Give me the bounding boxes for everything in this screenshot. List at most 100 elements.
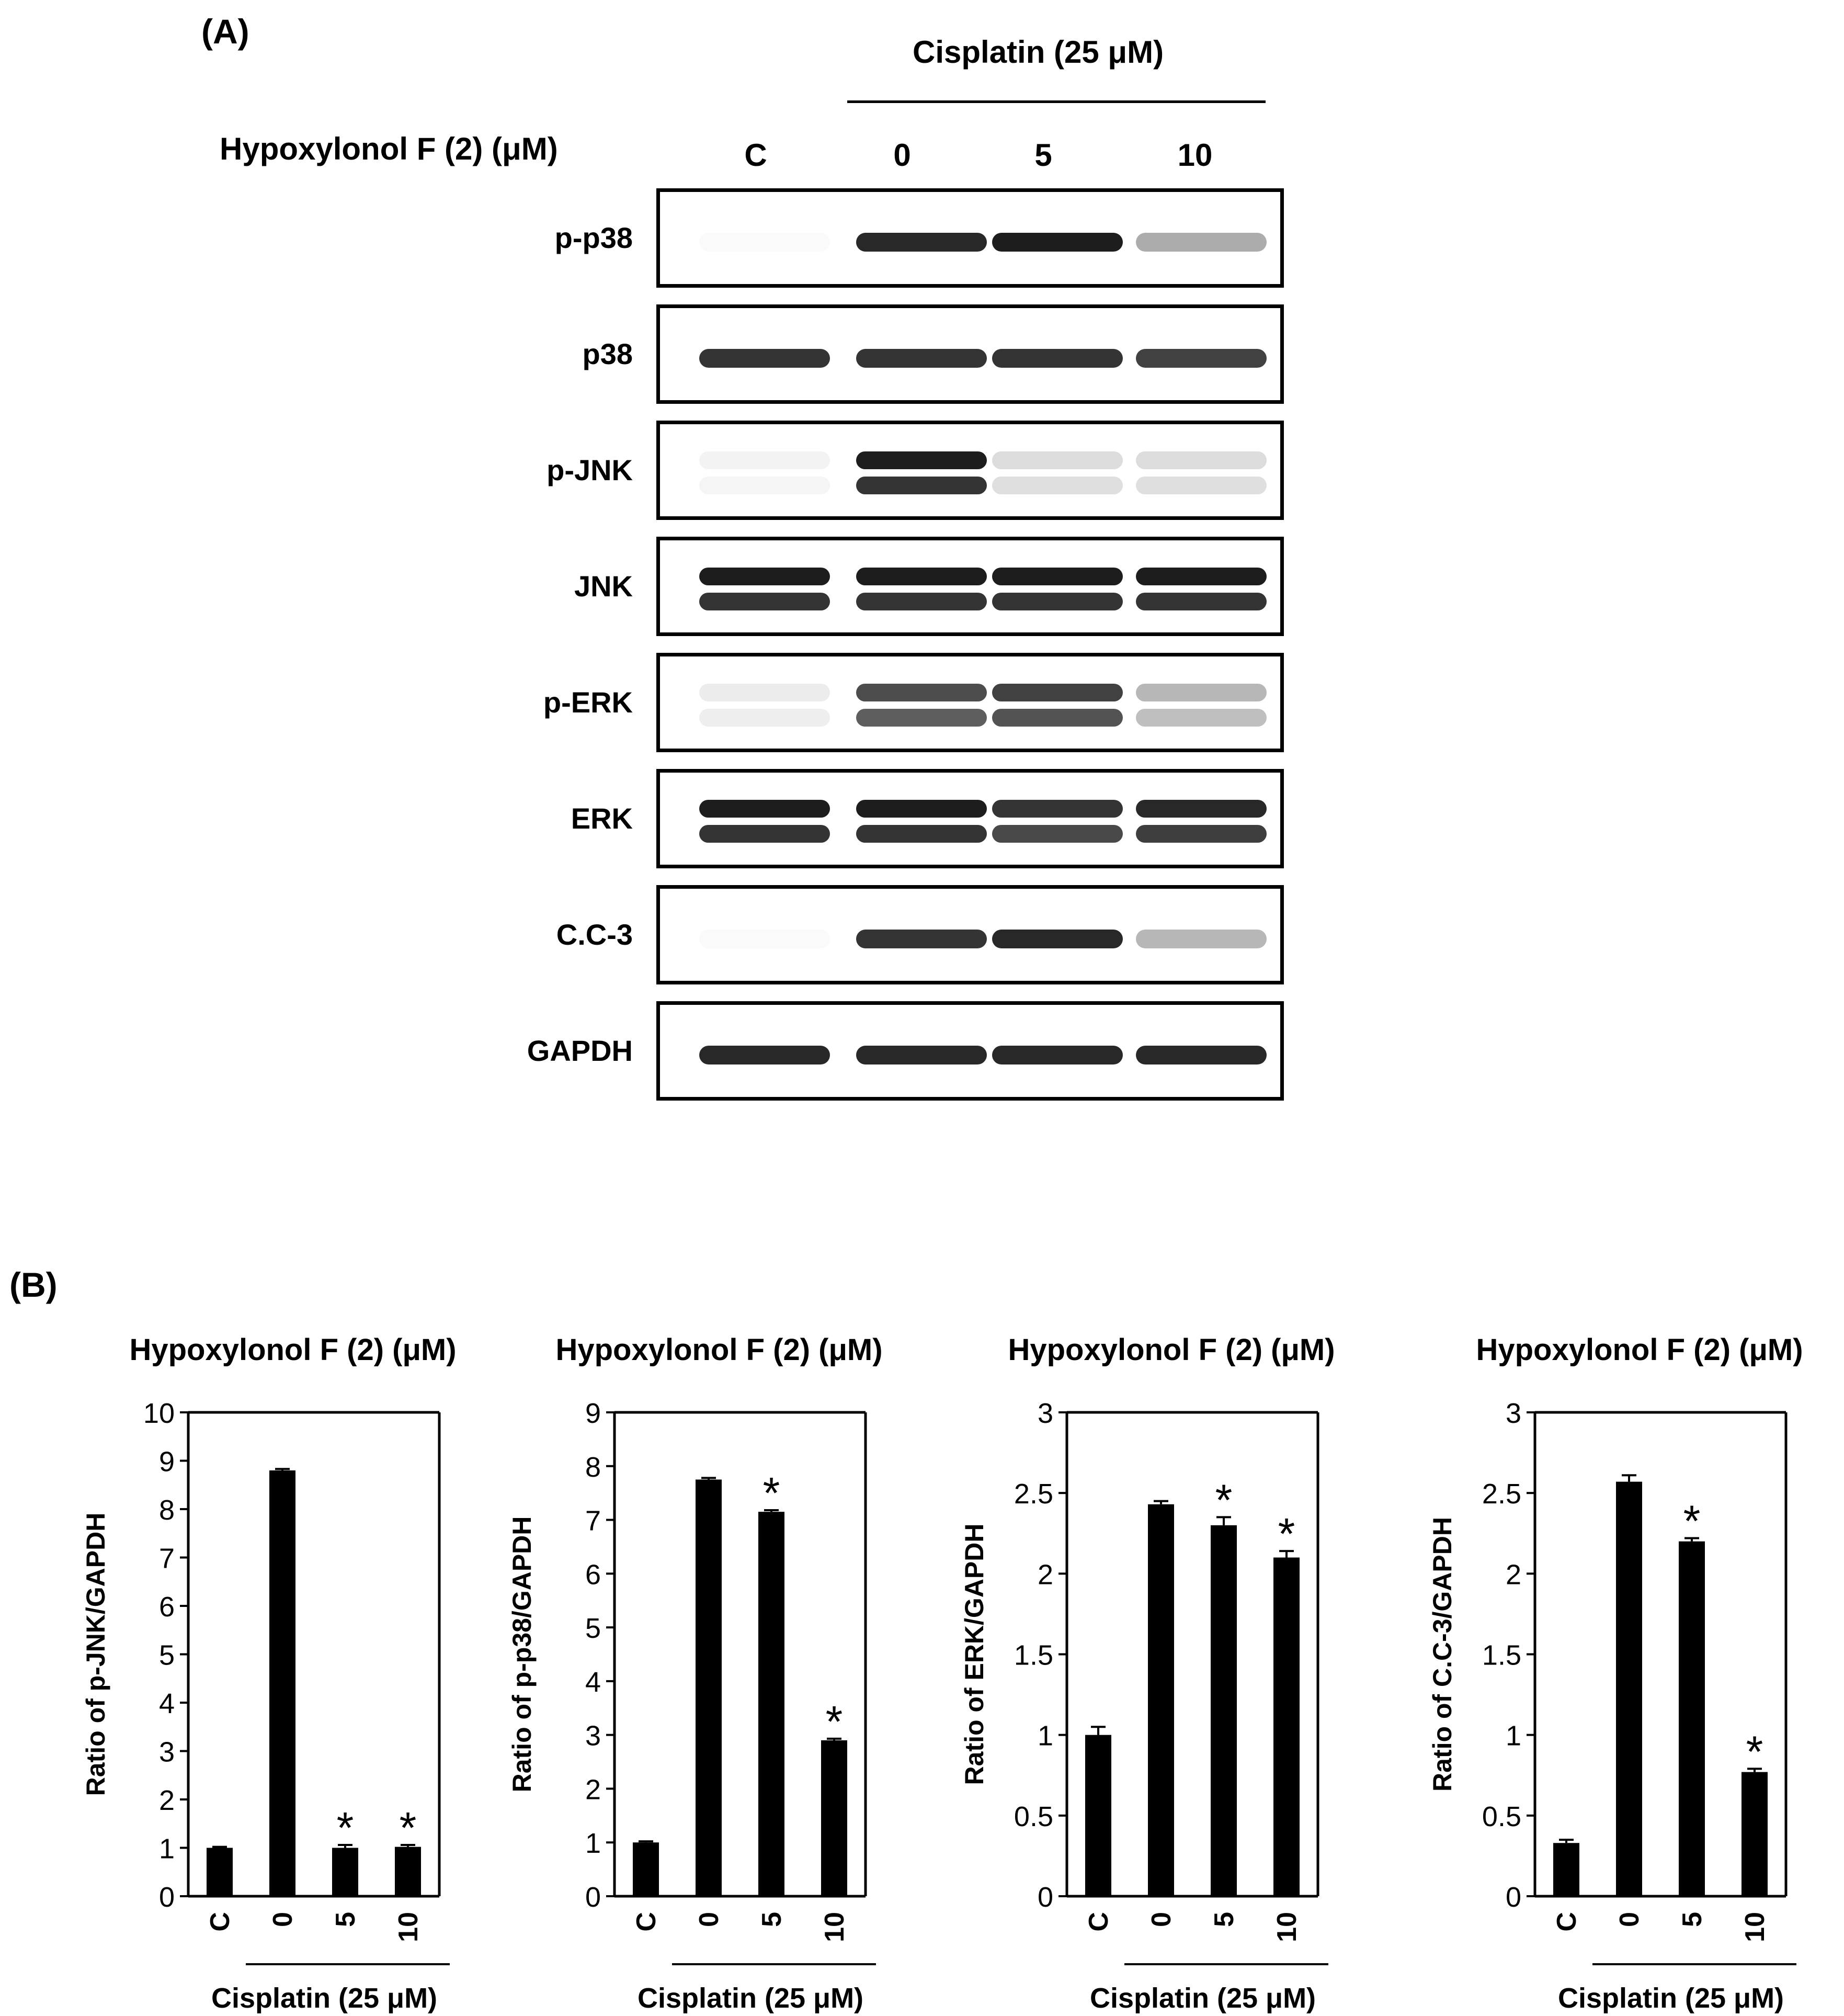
cisplatin-header: Cisplatin (25 μM) [913, 35, 1164, 70]
blot-band [856, 825, 987, 843]
blot-band [992, 930, 1123, 948]
y-axis-label: Ratio of p-p38/GAPDH [507, 1516, 537, 1793]
blot-label-4: p-ERK [543, 686, 633, 719]
blot-band [992, 1046, 1123, 1064]
group-label: Cisplatin (25 μM) [1558, 1983, 1784, 2014]
bar [207, 1848, 233, 1896]
x-tick-label: C [1084, 1912, 1114, 1932]
blot-box-1 [656, 304, 1284, 404]
blot-band [1136, 451, 1267, 469]
y-tick-label: 7 [159, 1543, 175, 1575]
blot-band [992, 233, 1123, 252]
y-tick-label: 2 [1038, 1559, 1053, 1590]
significance-star: * [400, 1803, 417, 1852]
y-tick-label: 8 [585, 1452, 601, 1483]
x-tick-label: 0 [1614, 1912, 1645, 1927]
blot-band [699, 349, 830, 368]
blot-box-3 [656, 537, 1284, 636]
y-tick-label: 3 [159, 1737, 175, 1768]
significance-star: * [763, 1468, 780, 1517]
blot-band [1136, 233, 1267, 252]
blot-box-6 [656, 885, 1284, 984]
chart-title: Hypoxylonol F (2) (μM) [1476, 1333, 1803, 1367]
blot-label-6: C.C-3 [556, 918, 633, 951]
x-tick-label: 10 [1272, 1912, 1302, 1942]
y-tick-label: 2 [585, 1774, 601, 1805]
group-label: Cisplatin (25 μM) [1090, 1983, 1316, 2014]
y-tick-label: 5 [585, 1613, 601, 1644]
y-tick-label: 1 [1038, 1720, 1053, 1752]
blot-band [856, 1046, 987, 1064]
significance-star: * [337, 1803, 354, 1852]
y-tick-label: 4 [159, 1688, 175, 1719]
x-tick-label: 5 [1677, 1912, 1708, 1927]
group-label: Cisplatin (25 μM) [211, 1983, 437, 2014]
y-tick-label: 2 [1506, 1559, 1521, 1590]
y-tick-label: 9 [585, 1398, 601, 1429]
blot-band [992, 349, 1123, 368]
blot-band [856, 568, 987, 585]
x-tick-label: 0 [268, 1912, 298, 1927]
y-tick-label: 9 [159, 1446, 175, 1478]
y-tick-label: 2.5 [1014, 1478, 1053, 1510]
blot-band [1136, 593, 1267, 610]
y-tick-label: 6 [159, 1591, 175, 1623]
y-axis-label: Ratio of p-JNK/GAPDH [81, 1513, 110, 1796]
significance-star: * [1746, 1727, 1763, 1776]
lane-label-1: 0 [893, 138, 911, 173]
y-tick-label: 3 [1506, 1398, 1521, 1429]
blot-label-2: p-JNK [547, 454, 633, 486]
bar [821, 1740, 847, 1896]
y-tick-label: 10 [143, 1398, 175, 1429]
y-tick-label: 1 [159, 1833, 175, 1865]
y-tick-label: 0 [1038, 1882, 1053, 1913]
y-tick-label: 4 [585, 1667, 601, 1698]
lane-label-3: 10 [1177, 138, 1213, 173]
y-tick-label: 8 [159, 1494, 175, 1526]
chart-title: Hypoxylonol F (2) (μM) [1008, 1333, 1335, 1367]
blot-label-0: p-p38 [554, 221, 633, 254]
significance-star: * [826, 1697, 843, 1746]
y-tick-label: 1.5 [1482, 1640, 1521, 1671]
blot-band [856, 349, 987, 368]
blot-band [856, 477, 987, 494]
x-tick-label: C [631, 1912, 662, 1932]
bar [1273, 1557, 1300, 1896]
y-axis-label: Ratio of C.C-3/GAPDH [1428, 1517, 1457, 1792]
bar [1741, 1772, 1768, 1896]
blot-band [992, 800, 1123, 818]
y-tick-label: 2.5 [1482, 1478, 1521, 1510]
y-tick-label: 1.5 [1014, 1640, 1053, 1671]
blot-label-1: p38 [582, 337, 633, 370]
blot-band [1136, 684, 1267, 701]
cisplatin-header-line [847, 100, 1266, 103]
blot-label-7: GAPDH [527, 1034, 633, 1067]
y-tick-label: 0.5 [1482, 1801, 1521, 1832]
blot-band [992, 684, 1123, 701]
x-tick-label: 5 [1209, 1912, 1239, 1927]
blot-band [699, 709, 830, 727]
lane-label-0: C [744, 138, 767, 173]
hypoxylonol-row-label: Hypoxylonol F (2) (μM) [220, 131, 558, 166]
blot-band [699, 568, 830, 585]
y-axis-label: Ratio of ERK/GAPDH [960, 1524, 989, 1785]
blot-box-4 [656, 653, 1284, 752]
blot-band [699, 451, 830, 469]
y-tick-label: 0.5 [1014, 1801, 1053, 1832]
lane-label-2: 5 [1034, 138, 1052, 173]
blot-band [699, 593, 830, 610]
y-tick-label: 5 [159, 1640, 175, 1671]
y-tick-label: 3 [585, 1720, 601, 1752]
blot-band [699, 1046, 830, 1064]
bar [1679, 1541, 1705, 1896]
blot-label-5: ERK [571, 802, 633, 835]
x-tick-label: 5 [757, 1912, 787, 1927]
blot-band [1136, 930, 1267, 948]
blot-band [1136, 800, 1267, 818]
blot-band [992, 593, 1123, 610]
x-tick-label: 10 [819, 1912, 850, 1942]
blot-band [699, 684, 830, 701]
group-label: Cisplatin (25 μM) [638, 1983, 863, 2014]
bar [332, 1848, 358, 1896]
